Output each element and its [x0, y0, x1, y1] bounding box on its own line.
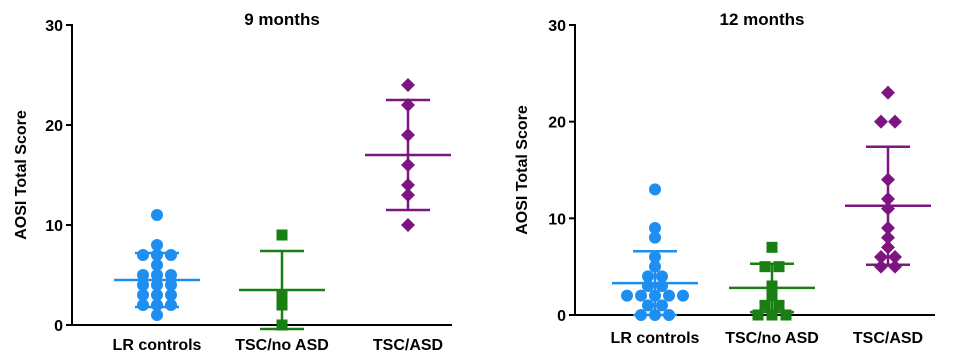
data-point: [165, 279, 177, 291]
data-point: [656, 280, 668, 292]
data-point: [752, 309, 764, 321]
data-point: [888, 114, 902, 129]
y-tick-label: 20: [45, 118, 63, 135]
data-point: [663, 289, 675, 302]
data-point: [137, 299, 149, 311]
x-tick-label: TSC/ASD: [373, 337, 443, 354]
panel-12-months: 12 months AOSI Total Score 0 10 20 30 LR contr…: [514, 10, 935, 347]
data-point: [656, 299, 668, 312]
data-point: [621, 289, 633, 302]
data-point: [642, 280, 654, 292]
mean-sd-bars: [612, 249, 698, 317]
data-point: [773, 299, 785, 311]
data-point: [165, 289, 177, 301]
data-point: [766, 309, 778, 321]
panel-9-months: 9 months AOSI Total Score 0 10 20 30 LR contro…: [13, 10, 452, 354]
data-point: [888, 259, 902, 274]
data-point: [874, 114, 888, 129]
mean-sd-bars: [729, 262, 815, 314]
series-lr-controls: [612, 183, 698, 321]
data-point: [874, 259, 888, 274]
y-axis-label: AOSI Total Score: [13, 110, 30, 240]
data-point: [888, 250, 902, 264]
data-point: [151, 239, 163, 251]
y-tick-label: 20: [548, 115, 566, 132]
series-tsc-no-asd: [239, 229, 325, 331]
chart-title: 12 months: [719, 10, 804, 29]
x-tick-label: TSC/no ASD: [725, 330, 819, 347]
data-point: [165, 299, 177, 311]
data-point: [137, 279, 149, 291]
data-point: [773, 261, 785, 273]
data-point: [642, 299, 654, 312]
data-point: [881, 85, 895, 100]
data-point: [151, 309, 163, 321]
data-point: [677, 289, 689, 302]
data-point: [401, 78, 415, 92]
data-point: [649, 183, 661, 196]
data-point: [759, 261, 771, 273]
data-point: [649, 231, 661, 244]
data-point: [137, 249, 149, 261]
y-axis-label: AOSI Total Score: [514, 105, 531, 235]
x-tick-label: LR controls: [113, 337, 202, 354]
data-point: [649, 222, 661, 234]
data-point: [759, 299, 771, 311]
chart-title: 9 months: [244, 10, 320, 29]
y-tick-label: 0: [557, 308, 566, 325]
mean-sd-bars: [114, 251, 200, 309]
series-tsc-asd: [845, 85, 931, 274]
y-tick-label: 10: [45, 218, 63, 235]
data-point: [165, 249, 177, 261]
data-point: [874, 250, 888, 264]
mean-sd-bars: [365, 98, 451, 212]
y-tick-label: 0: [54, 318, 63, 335]
data-point: [656, 270, 668, 283]
x-tick-label: TSC/no ASD: [235, 337, 329, 354]
data-point: [780, 309, 792, 321]
data-point: [276, 229, 288, 241]
series-tsc-no-asd: [729, 241, 815, 321]
data-point: [635, 289, 647, 302]
series-lr-controls: [114, 209, 200, 321]
mean-sd-bars: [239, 249, 325, 331]
y-tick-label: 10: [548, 211, 566, 228]
data-point: [401, 218, 415, 232]
x-tick-label: LR controls: [611, 330, 700, 347]
y-tick-label: 30: [45, 18, 63, 35]
data-point: [766, 241, 778, 253]
series-tsc-asd: [365, 78, 451, 232]
data-point: [137, 269, 149, 281]
x-tick-label: TSC/ASD: [853, 330, 923, 347]
y-tick-label: 30: [548, 18, 566, 35]
data-point: [165, 269, 177, 281]
data-point: [151, 209, 163, 221]
data-point: [137, 289, 149, 301]
data-point: [642, 270, 654, 283]
mean-sd-bars: [845, 145, 931, 266]
